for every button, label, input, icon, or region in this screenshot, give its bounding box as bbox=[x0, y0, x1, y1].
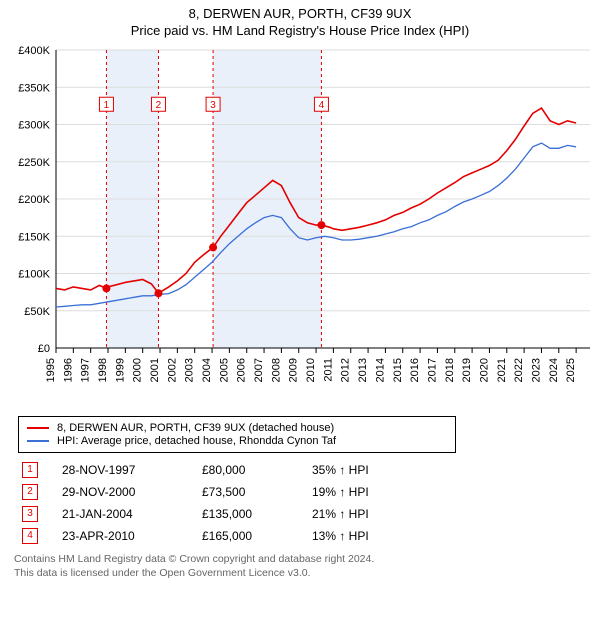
svg-text:2: 2 bbox=[156, 100, 162, 111]
svg-text:1998: 1998 bbox=[97, 358, 109, 382]
sale-row: 2 29-NOV-2000£73,50019% ↑ HPI bbox=[22, 481, 600, 503]
svg-text:2018: 2018 bbox=[444, 358, 456, 382]
svg-text:2003: 2003 bbox=[184, 358, 196, 382]
chart-area: £0 £50K £100K £150K £200K £250K £300K £350K £400… bbox=[0, 40, 600, 410]
footer-text: Contains HM Land Registry data © Crown c… bbox=[14, 553, 590, 580]
svg-text:2002: 2002 bbox=[166, 358, 178, 382]
svg-text:£100K: £100K bbox=[18, 269, 50, 281]
footer-line-2: This data is licensed under the Open Gov… bbox=[14, 567, 590, 581]
svg-text:£250K: £250K bbox=[18, 157, 50, 169]
sale-price: £135,000 bbox=[202, 507, 312, 521]
legend-swatch bbox=[27, 440, 49, 442]
svg-text:2008: 2008 bbox=[270, 358, 282, 382]
svg-text:£150K: £150K bbox=[18, 231, 50, 243]
svg-text:2019: 2019 bbox=[461, 358, 473, 382]
legend-label: HPI: Average price, detached house, Rhon… bbox=[57, 435, 336, 447]
svg-text:1997: 1997 bbox=[80, 358, 92, 382]
page-root: 8, DERWEN AUR, PORTH, CF39 9UX Price pai… bbox=[0, 0, 600, 580]
sale-pct: 35% ↑ HPI bbox=[312, 463, 432, 477]
svg-text:2025: 2025 bbox=[565, 358, 577, 382]
legend-label: 8, DERWEN AUR, PORTH, CF39 9UX (detached… bbox=[57, 422, 334, 434]
sale-price: £73,500 bbox=[202, 485, 312, 499]
sale-pct: 19% ↑ HPI bbox=[312, 485, 432, 499]
legend-item: HPI: Average price, detached house, Rhon… bbox=[27, 435, 447, 447]
svg-text:1995: 1995 bbox=[45, 358, 57, 382]
legend-item: 8, DERWEN AUR, PORTH, CF39 9UX (detached… bbox=[27, 422, 447, 434]
svg-text:2007: 2007 bbox=[253, 358, 265, 382]
sale-price: £165,000 bbox=[202, 529, 312, 543]
sales-table: 1 28-NOV-1997£80,00035% ↑ HPI 2 29-NOV-2000… bbox=[22, 459, 600, 547]
svg-text:£0: £0 bbox=[38, 343, 50, 355]
sale-pct: 13% ↑ HPI bbox=[312, 529, 432, 543]
sale-date: 23-APR-2010 bbox=[62, 529, 202, 543]
svg-text:2024: 2024 bbox=[548, 358, 560, 382]
svg-text:£400K: £400K bbox=[18, 45, 50, 57]
svg-text:2009: 2009 bbox=[288, 358, 300, 382]
svg-text:2013: 2013 bbox=[357, 358, 369, 382]
svg-text:4: 4 bbox=[319, 100, 325, 111]
svg-text:1999: 1999 bbox=[114, 358, 126, 382]
svg-text:3: 3 bbox=[210, 100, 216, 111]
svg-text:2016: 2016 bbox=[409, 358, 421, 382]
sale-date: 28-NOV-1997 bbox=[62, 463, 202, 477]
sale-marker: 4 bbox=[22, 528, 38, 544]
sale-marker: 1 bbox=[22, 462, 38, 478]
legend-swatch bbox=[27, 427, 49, 429]
svg-text:2014: 2014 bbox=[374, 358, 386, 382]
sale-price: £80,000 bbox=[202, 463, 312, 477]
svg-text:2000: 2000 bbox=[132, 358, 144, 382]
sale-row: 4 23-APR-2010£165,00013% ↑ HPI bbox=[22, 525, 600, 547]
sale-row: 1 28-NOV-1997£80,00035% ↑ HPI bbox=[22, 459, 600, 481]
title-sub: Price paid vs. HM Land Registry's House … bbox=[4, 23, 596, 38]
sale-pct: 21% ↑ HPI bbox=[312, 507, 432, 521]
svg-text:2001: 2001 bbox=[149, 358, 161, 382]
svg-text:2017: 2017 bbox=[426, 358, 438, 382]
sale-row: 3 21-JAN-2004£135,00021% ↑ HPI bbox=[22, 503, 600, 525]
sale-marker: 2 bbox=[22, 484, 38, 500]
svg-text:£300K: £300K bbox=[18, 120, 50, 132]
svg-text:£200K: £200K bbox=[18, 194, 50, 206]
svg-text:2005: 2005 bbox=[218, 358, 230, 382]
svg-text:2020: 2020 bbox=[478, 358, 490, 382]
svg-text:1: 1 bbox=[104, 100, 110, 111]
svg-text:£50K: £50K bbox=[24, 306, 50, 318]
svg-text:2011: 2011 bbox=[322, 358, 334, 382]
footer-line-1: Contains HM Land Registry data © Crown c… bbox=[14, 553, 590, 567]
svg-text:2006: 2006 bbox=[236, 358, 248, 382]
svg-text:2015: 2015 bbox=[392, 358, 404, 382]
chart-titles: 8, DERWEN AUR, PORTH, CF39 9UX Price pai… bbox=[0, 0, 600, 40]
line-chart: £0 £50K £100K £150K £200K £250K £300K £350K £400… bbox=[0, 40, 600, 410]
title-main: 8, DERWEN AUR, PORTH, CF39 9UX bbox=[4, 6, 596, 21]
sale-date: 21-JAN-2004 bbox=[62, 507, 202, 521]
svg-text:2012: 2012 bbox=[340, 358, 352, 382]
sale-date: 29-NOV-2000 bbox=[62, 485, 202, 499]
svg-text:2021: 2021 bbox=[496, 358, 508, 382]
svg-text:2023: 2023 bbox=[530, 358, 542, 382]
sale-marker: 3 bbox=[22, 506, 38, 522]
svg-text:2004: 2004 bbox=[201, 358, 213, 382]
legend-box: 8, DERWEN AUR, PORTH, CF39 9UX (detached… bbox=[18, 416, 456, 453]
svg-text:2022: 2022 bbox=[513, 358, 525, 382]
svg-text:1996: 1996 bbox=[62, 358, 74, 382]
svg-text:£350K: £350K bbox=[18, 82, 50, 94]
svg-text:2010: 2010 bbox=[305, 358, 317, 382]
